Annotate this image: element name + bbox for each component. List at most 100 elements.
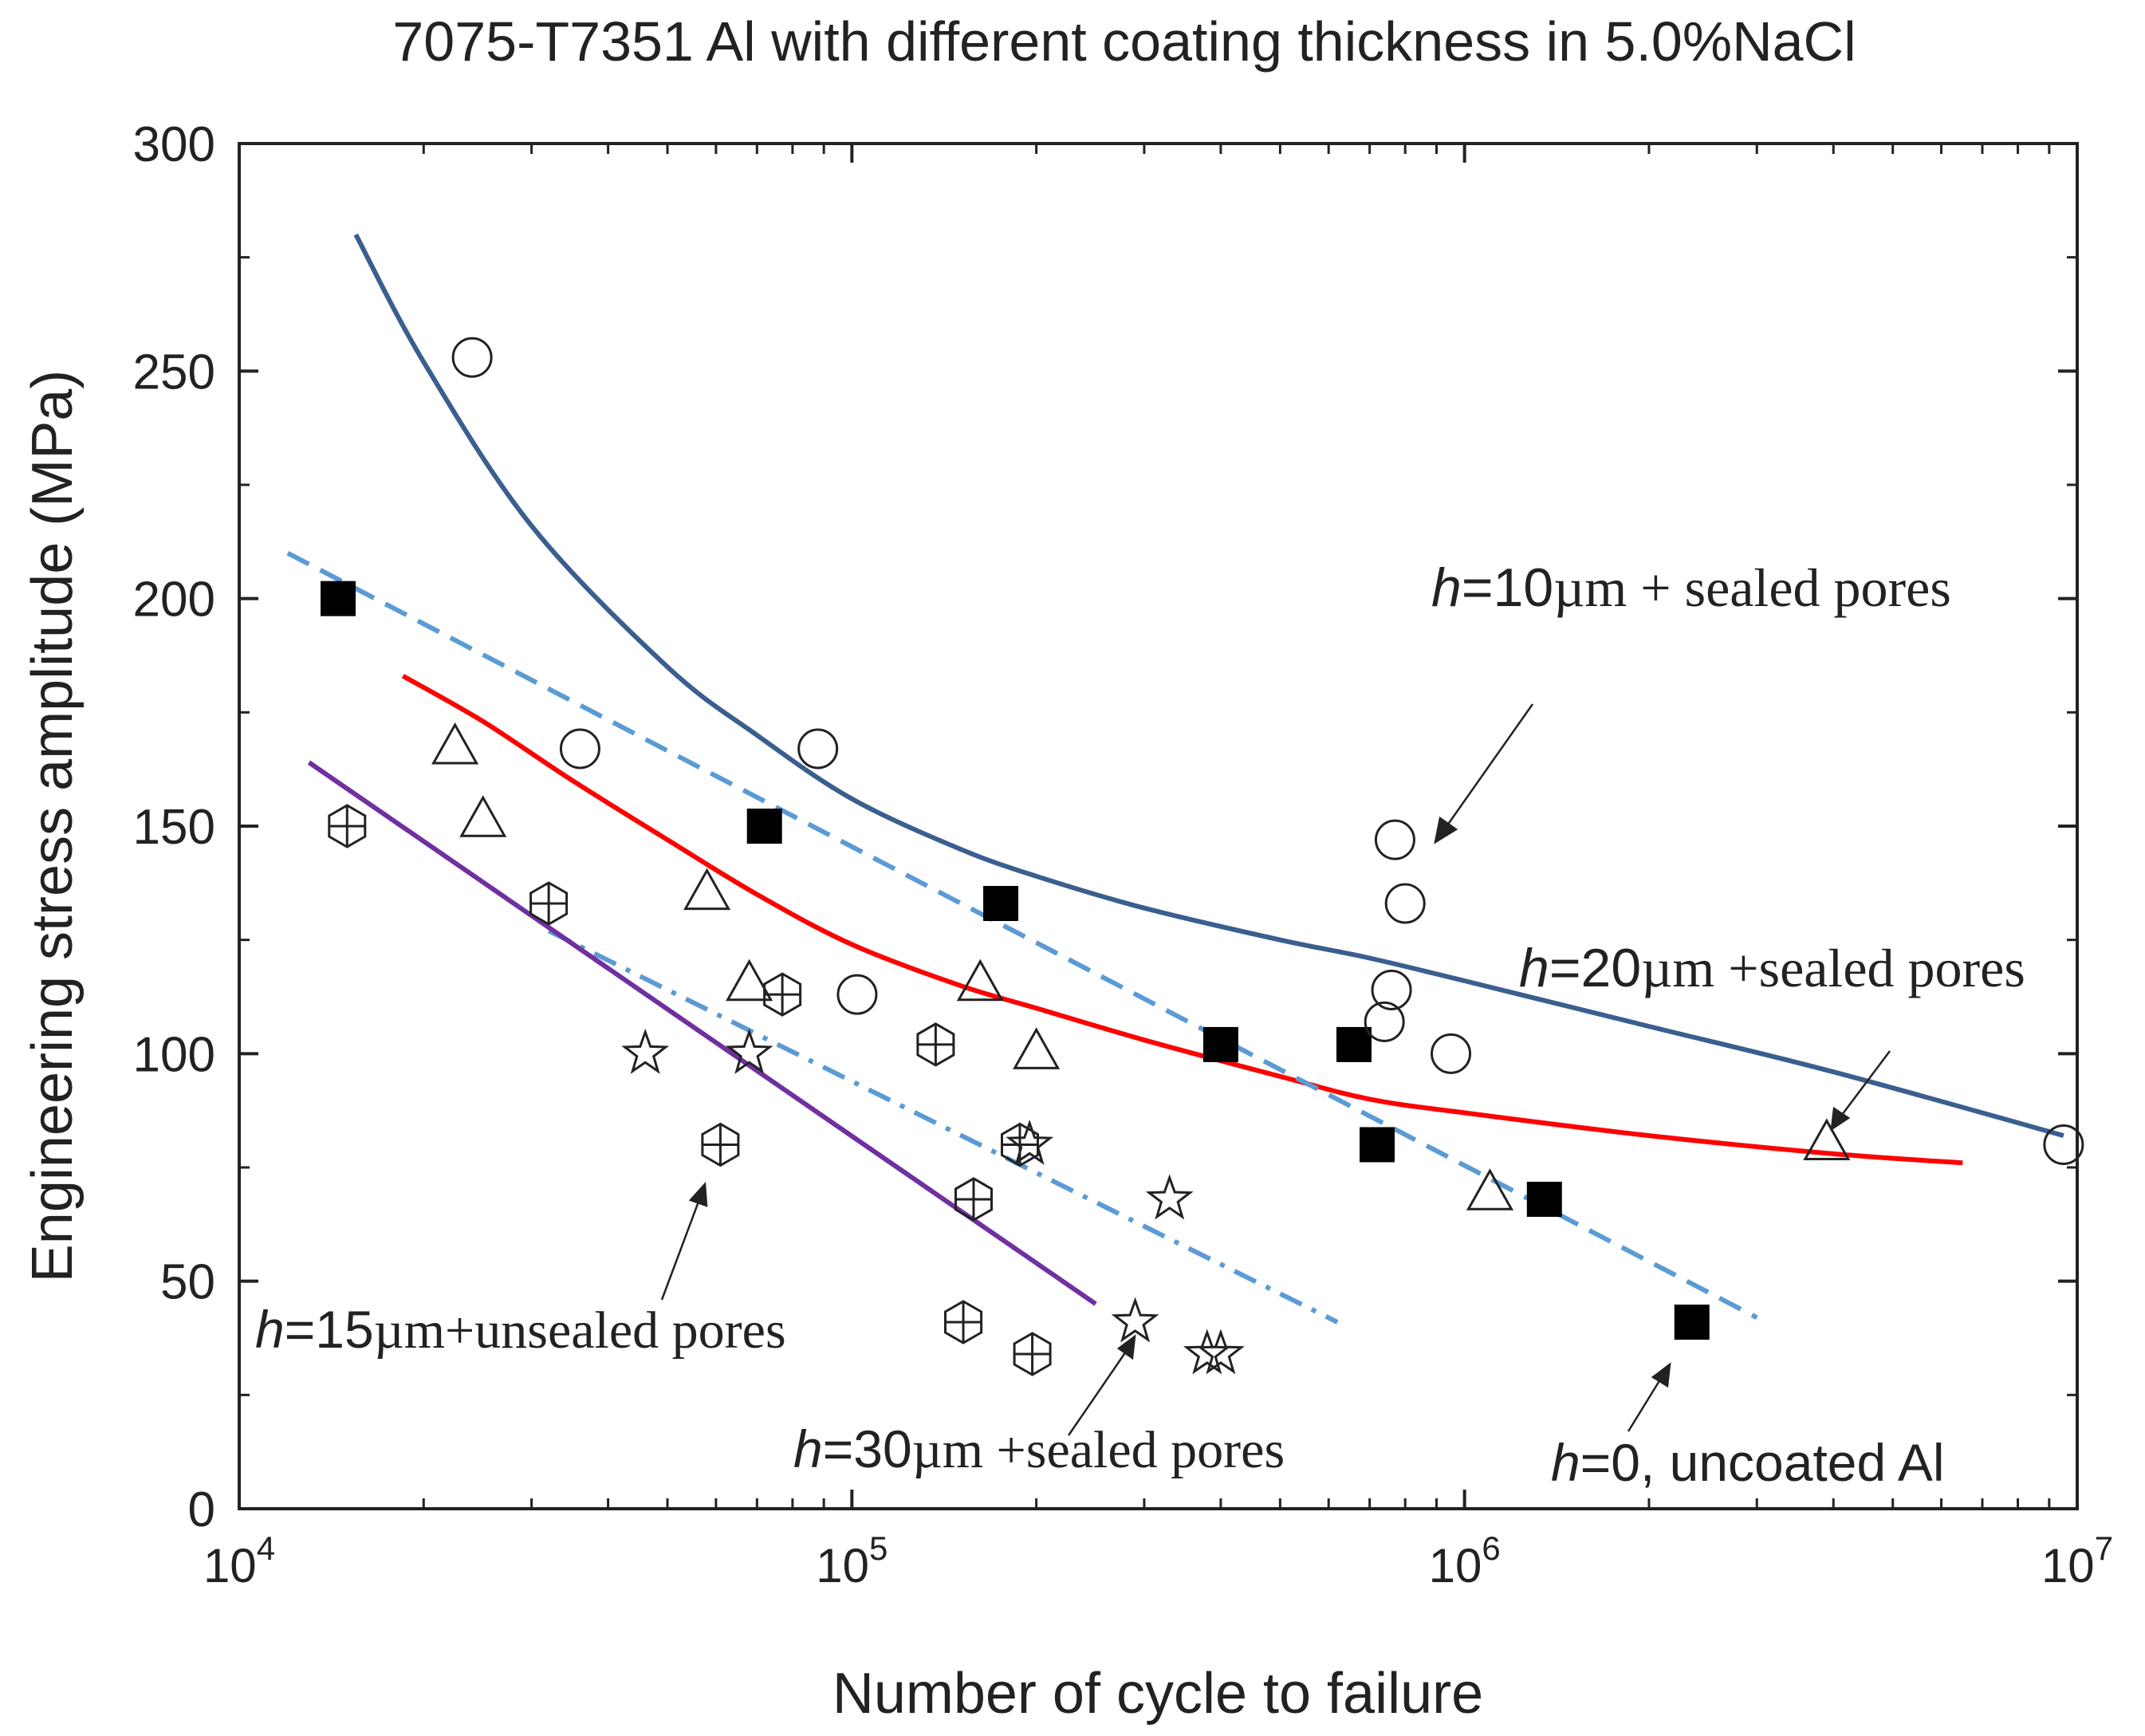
circle-mark [559,728,600,770]
square-mark [1360,1127,1395,1163]
x-tick-label: 105 [816,1529,888,1592]
open-circle-marker [1364,1001,1405,1042]
open-triangle-marker [431,722,479,765]
crossed-hexagon-marker [954,1177,993,1222]
chart-title: 7075-T7351 Al with different coating thi… [392,10,1856,73]
hexagon-mark [1013,1332,1052,1376]
star-mark [1183,1329,1231,1375]
annotation-h20: h=20µm +sealed pores [1519,938,2025,998]
square-mark [1202,1026,1238,1062]
star-mark [621,1028,670,1074]
open-triangle-marker [1466,1168,1514,1210]
crossed-hexagon-marker [763,972,802,1017]
square-mark [1674,1305,1710,1340]
y-tick-label: 150 [133,800,215,855]
triangle-mark [726,959,773,1002]
star-mark [1196,1329,1245,1375]
circle-mark [1431,1033,1472,1074]
open-circle-marker [1374,819,1415,860]
open-circle-marker [451,337,493,378]
triangle-mark [1466,1168,1514,1210]
filled-square-marker [1360,1127,1395,1163]
square-mark [1336,1026,1372,1062]
square-mark [320,581,356,616]
open-circle-marker [797,728,839,770]
triangle-mark [1803,1118,1851,1160]
filled-square-marker [1674,1305,1710,1340]
x-axis-label: Number of cycle to failure [832,1662,1483,1726]
open-circle-marker [2043,1124,2084,1165]
triangle-mark [956,959,1004,1002]
square-mark [746,809,782,844]
triangle-mark [1013,1027,1061,1069]
open-circle-marker [1371,969,1412,1010]
crossed-hexagon-marker [328,804,367,848]
open-triangle-marker [1013,1027,1061,1069]
filled-square-marker [320,581,356,616]
open-star-marker [621,1028,670,1074]
open-circle-marker [559,728,600,770]
filled-square-marker [1336,1026,1372,1062]
circle-mark [2043,1124,2084,1165]
circle-mark [836,974,878,1015]
filled-square-marker [1526,1181,1562,1217]
open-triangle-marker [683,868,731,911]
x-tick-label: 107 [2041,1529,2113,1592]
fit-line [401,674,1963,1166]
fit-lines [286,233,2064,1325]
open-circle-marker [836,974,878,1015]
open-star-marker [1196,1329,1245,1375]
annotation-arrows [660,703,1891,1436]
data-markers [320,337,2084,1376]
crossed-hexagon-marker [701,1122,740,1167]
open-triangle-marker [1803,1118,1851,1160]
star-mark [1111,1297,1159,1343]
y-tick-label: 100 [133,1027,215,1082]
annotation-h30: h=30µm +sealed pores [793,1419,1285,1479]
open-triangle-marker [726,959,773,1002]
circle-mark [1371,969,1412,1010]
annotation-h15: h=15µm+unsealed pores [255,1300,786,1360]
open-star-marker [725,1028,773,1074]
star-mark [1006,1120,1054,1165]
open-triangle-marker [956,959,1004,1002]
open-star-marker [1111,1297,1159,1343]
hexagon-mark [701,1122,740,1167]
circle-mark [1364,1001,1405,1042]
annotation-h0: h=0, uncoated Al [1551,1433,1945,1492]
annotation-h10: h=10µm + sealed pores [1431,557,1951,618]
y-tick-label: 0 [188,1482,215,1537]
open-star-marker [1006,1120,1054,1165]
filled-square-marker [1202,1026,1238,1062]
filled-square-marker [983,886,1019,922]
y-tick-label: 300 [133,117,215,172]
filled-square-marker [746,809,782,844]
fit-line [353,233,2064,1138]
square-mark [1526,1181,1562,1217]
x-tick-label: 104 [203,1529,275,1592]
triangle-mark [459,795,507,837]
open-triangle-marker [459,795,507,837]
y-tick-label: 250 [133,344,215,400]
triangle-mark [683,868,731,911]
circle-mark [1384,883,1426,924]
open-circle-marker [1431,1033,1472,1074]
crossed-hexagon-marker [1001,1122,1039,1167]
open-circle-marker [1384,883,1426,924]
fit-line [286,550,1758,1320]
circle-mark [797,728,839,770]
star-mark [725,1028,773,1074]
crossed-hexagon-marker [944,1300,983,1344]
crossed-hexagon-marker [916,1022,955,1067]
crossed-hexagon-marker [1013,1332,1052,1376]
crossed-hexagon-marker [529,881,569,926]
x-tick-label: 106 [1429,1529,1501,1592]
y-tick-label: 200 [133,573,215,628]
star-mark [1145,1174,1194,1220]
open-star-marker [1145,1174,1194,1220]
y-axis-label: Engineering stress amplitude (MPa) [21,370,85,1283]
circle-mark [451,337,493,378]
triangle-mark [431,722,479,765]
